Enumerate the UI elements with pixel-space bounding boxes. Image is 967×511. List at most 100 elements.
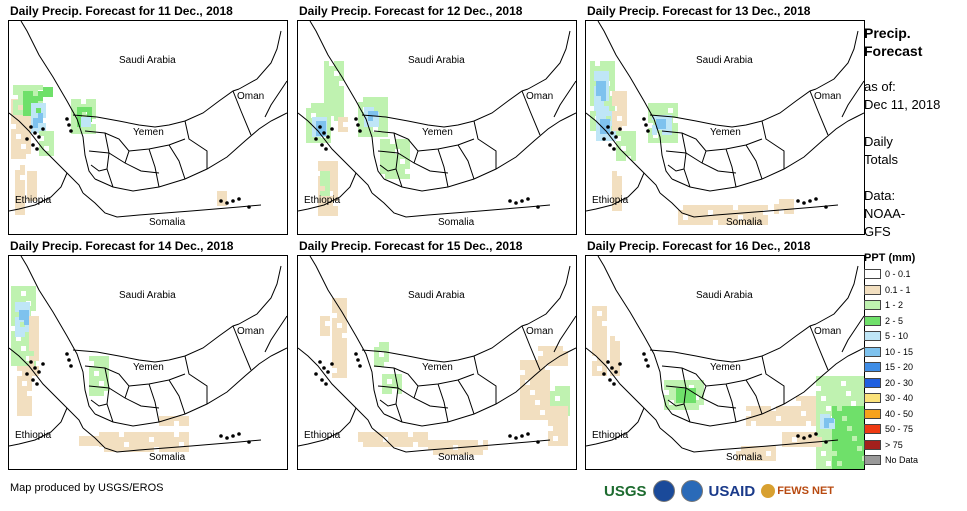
legend-swatch — [864, 346, 881, 357]
governorate-border — [379, 399, 397, 407]
precip-cell — [86, 122, 91, 127]
precip-cell — [32, 186, 37, 191]
precip-cell — [548, 406, 553, 411]
precip-cell — [104, 442, 109, 447]
precip-cell — [89, 381, 94, 386]
precip-cell — [87, 107, 92, 112]
precip-cell — [21, 149, 26, 154]
precip-cell — [20, 180, 25, 185]
precip-cell — [852, 466, 857, 469]
precip-cell — [368, 442, 373, 447]
governorate-border — [681, 367, 691, 423]
precip-cell — [662, 115, 667, 120]
precip-cell — [34, 316, 39, 321]
governorate-border — [128, 373, 186, 387]
precip-cell — [99, 432, 104, 437]
precip-cell — [332, 303, 337, 308]
precip-cell — [846, 376, 851, 381]
legend-item: 2 - 5 — [864, 315, 903, 327]
oman-coast — [841, 80, 864, 118]
precip-cell — [786, 416, 791, 421]
precip-cell — [832, 436, 837, 441]
precip-cell — [590, 91, 595, 96]
precip-cell — [358, 132, 363, 137]
island — [225, 201, 229, 205]
precip-cell — [540, 385, 545, 390]
precip-cell — [18, 85, 23, 90]
precip-cell — [134, 432, 139, 437]
precip-cell — [748, 220, 753, 225]
precip-cell — [15, 332, 20, 337]
precip-cell — [373, 97, 378, 102]
governorate-border — [745, 379, 763, 415]
precip-cell — [718, 210, 723, 215]
precip-cell — [24, 310, 29, 315]
precip-cell — [154, 442, 159, 447]
precip-cell — [612, 206, 617, 211]
island — [314, 372, 318, 376]
precip-cell — [77, 107, 82, 112]
precip-cell — [36, 103, 41, 108]
precip-cell — [688, 205, 693, 210]
precip-cell — [558, 426, 563, 431]
precip-cell — [812, 442, 817, 447]
precip-cell — [816, 396, 821, 401]
precip-cell — [20, 210, 25, 215]
precip-cell — [862, 451, 864, 456]
precip-cell — [20, 190, 25, 195]
precip-cell — [836, 386, 841, 391]
precip-cell — [751, 446, 756, 451]
precip-cell — [28, 106, 33, 111]
precip-cell — [776, 406, 781, 411]
precip-cell — [563, 441, 568, 446]
precip-cell — [378, 122, 383, 127]
precip-cell — [663, 138, 668, 143]
precip-cell — [688, 220, 693, 225]
precip-cell — [139, 437, 144, 442]
precip-cell — [337, 363, 342, 368]
precip-cell — [71, 104, 76, 109]
precip-cell — [21, 296, 26, 301]
country-label-somalia: Somalia — [149, 217, 186, 228]
precip-cell — [820, 414, 825, 419]
precip-cell — [385, 174, 390, 179]
governorate-border — [667, 399, 685, 407]
precip-cell — [862, 416, 864, 421]
precip-cell — [674, 405, 679, 410]
precip-cell — [337, 303, 342, 308]
legend-item: No Data — [864, 454, 918, 466]
legend-swatch — [864, 300, 881, 310]
precip-cell — [418, 437, 423, 442]
precip-map: Saudi Arabia Oman Yemen Ethiopia Somalia — [8, 255, 288, 470]
precip-cell — [548, 356, 553, 361]
precip-cell — [563, 361, 568, 366]
precip-cell — [358, 112, 363, 117]
precip-cell — [77, 112, 82, 117]
precip-cell — [32, 196, 37, 201]
precip-cell — [395, 159, 400, 164]
precip-cell — [119, 442, 124, 447]
precip-cell — [753, 210, 758, 215]
precip-cell — [33, 90, 38, 95]
precip-cell — [776, 411, 781, 416]
precip-cell — [79, 441, 84, 446]
precip-cell — [332, 348, 337, 353]
precip-cell — [678, 215, 683, 220]
precip-cell — [179, 447, 184, 452]
precip-cell — [395, 174, 400, 179]
precip-cell — [337, 308, 342, 313]
precip-cell — [689, 405, 694, 410]
precip-cell — [847, 451, 852, 456]
precip-cell — [11, 316, 16, 321]
island — [219, 434, 223, 438]
precip-cell — [16, 361, 21, 366]
precip-cell — [328, 176, 333, 181]
precip-cell — [423, 437, 428, 442]
precip-cell — [94, 366, 99, 371]
yemen-south-coast — [671, 347, 864, 427]
precip-cell — [322, 117, 327, 122]
precip-cell — [851, 386, 856, 391]
precip-cell — [746, 406, 751, 411]
precip-cell — [615, 366, 620, 371]
arabia-west-coast — [597, 256, 673, 415]
